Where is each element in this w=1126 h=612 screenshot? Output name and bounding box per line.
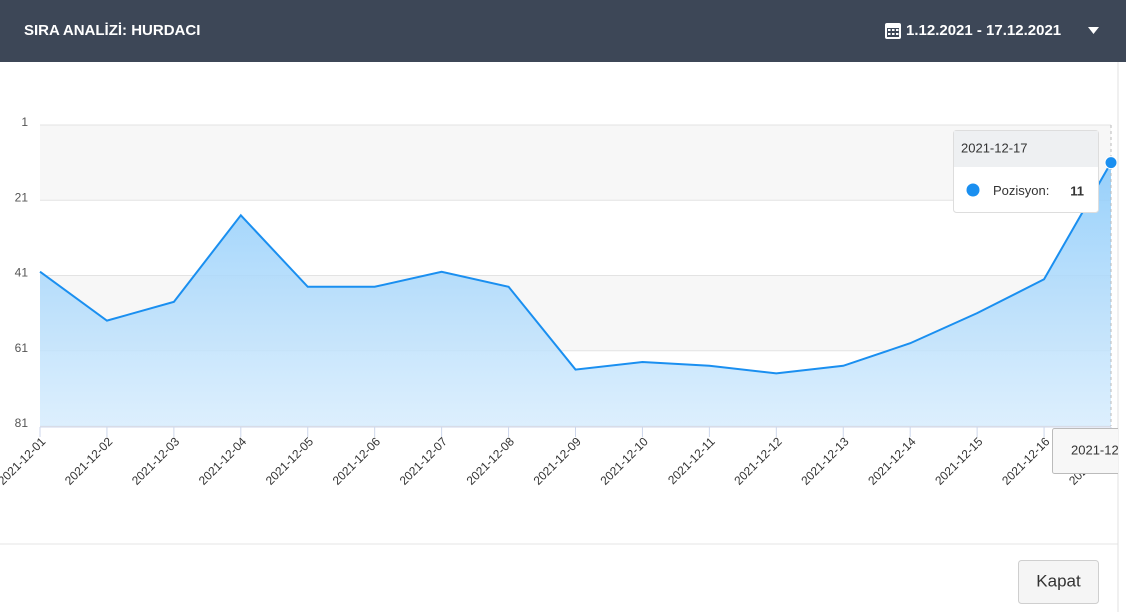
x-tick-label: 2021-12-12: [731, 434, 785, 488]
area: [40, 162, 1111, 426]
tooltip-dot: [966, 183, 980, 197]
tooltip-series-name-text: Pozisyon: [993, 183, 1046, 198]
tooltip: 2021-12-17 Pozisyon: 11: [953, 130, 1099, 213]
y-tick-label: 21: [15, 190, 29, 204]
dropdown-caret[interactable]: [1088, 27, 1099, 34]
y-tick-label: 81: [15, 416, 29, 430]
x-tick-label: 2021-12-02: [62, 434, 116, 488]
header-bar: [0, 0, 1126, 62]
x-tick-label: 2021-12-08: [464, 434, 518, 488]
line: [39, 162, 1112, 375]
x-tick-label: 2021-12-01: [0, 434, 49, 488]
close-button[interactable]: [1018, 560, 1099, 604]
point-marker: [1104, 156, 1118, 170]
x-tick-label: 2021-12-05: [263, 434, 317, 488]
y-tick-label: 61: [15, 341, 29, 355]
x-tick-label: 2021-12-06: [330, 434, 384, 488]
crosshair-label: 2021-12-17: [1071, 442, 1126, 457]
x-tick-label: 2021-12-14: [865, 434, 919, 488]
date-range[interactable]: 1.12.2021 - 17.12.2021: [906, 22, 1061, 39]
x-tick-label: 2021-12-04: [196, 434, 250, 488]
header-title: SIRA ANALİZİ: HURDACI: [24, 22, 200, 39]
close-button-label[interactable]: Kapat: [1036, 571, 1081, 590]
tooltip-date: 2021-12-17: [961, 140, 1028, 155]
x-tick-label: 2021-12-03: [129, 434, 183, 488]
x-tick-label: 2021-12-11: [665, 434, 718, 487]
x-tick-label: 2021-12-16: [999, 434, 1053, 488]
x-tick-label: 2021-12-09: [531, 434, 585, 488]
y-tick-label: 41: [15, 266, 29, 280]
crosshair-label-box: [1052, 428, 1118, 474]
tooltip-value: 11: [1070, 183, 1084, 198]
y-tick-label: 1: [21, 115, 28, 129]
calendar-icon: [885, 23, 901, 39]
plot-band: [40, 125, 1111, 201]
x-tick-label: 2021-12-15: [932, 434, 986, 488]
tooltip-header: [954, 131, 1098, 167]
tooltip-separator: :: [1046, 183, 1050, 198]
tooltip-series-name: Pozisyon:: [993, 183, 1049, 198]
x-tick-label: 2021-12-10: [597, 434, 651, 488]
x-tick-label: 2021-12-13: [798, 434, 852, 488]
x-tick-label: 2021-12-07: [397, 434, 451, 488]
